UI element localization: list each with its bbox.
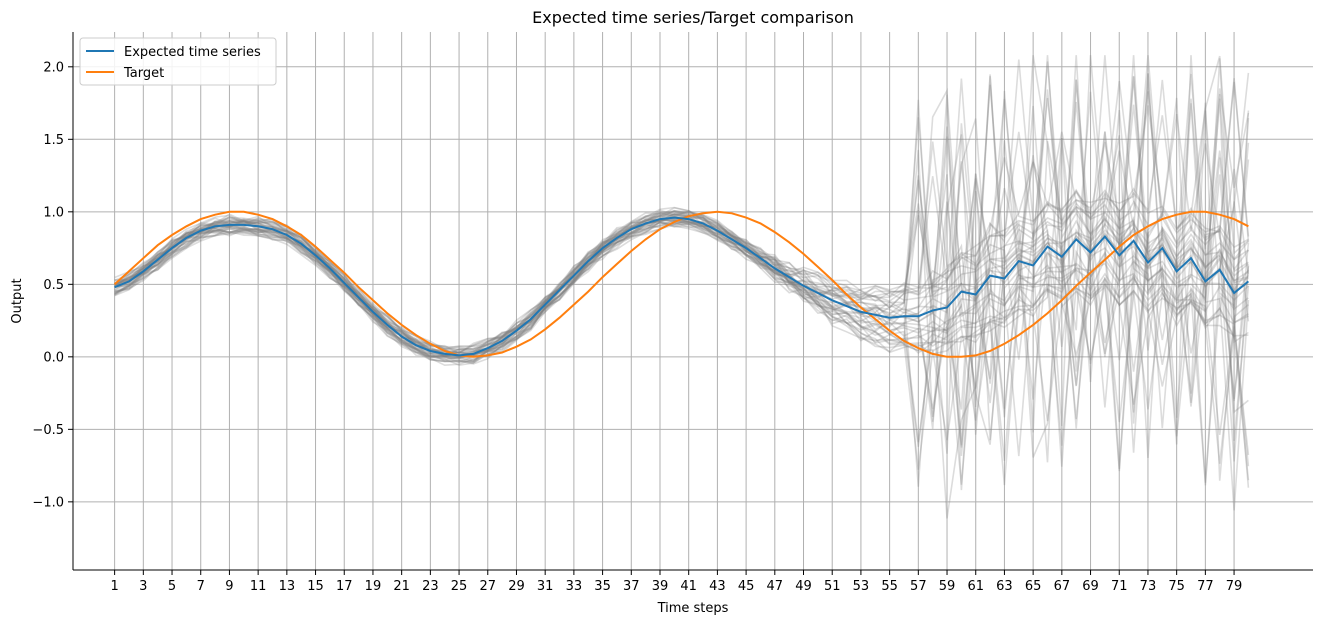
expected-series-line [114,216,1250,357]
sample-line [114,55,1249,486]
x-tick-label: 61 [967,579,984,594]
sample-line [114,55,1250,467]
x-tick-label: 45 [738,579,755,594]
x-tick-label: 53 [853,579,870,594]
x-tick-label: 51 [824,579,841,594]
x-axis-label: Time steps [657,601,729,616]
x-tick-label: 5 [168,579,176,594]
sample-line [114,103,1250,446]
x-tick-label: 17 [336,579,353,594]
axes [72,32,1313,571]
y-tick-label: −1.0 [32,495,64,510]
y-tick-label: 1.5 [43,133,64,148]
sample-line [114,115,1250,402]
x-tick-label: 39 [652,579,669,594]
x-tick-label: 31 [537,579,554,594]
y-axis-label: Output [10,278,25,323]
x-tick-label: 73 [1140,579,1157,594]
sample-line [114,55,1250,463]
sample-line [114,99,1250,363]
grid-layer [73,32,1313,570]
x-tick-label: 25 [451,579,468,594]
legend-box [79,37,277,86]
x-tick-label: 27 [479,579,496,594]
x-tick-label: 63 [996,579,1013,594]
x-tick-label: 49 [795,579,812,594]
sample-line [114,55,1250,485]
sample-line [114,113,1249,453]
x-ticks: 1 3 5 7 9 11 13 15 17 19 21 23 25 27 29 31 33 35 37 39 41 43 4… [110,570,1242,594]
x-tick-label: 57 [910,579,927,594]
sample-line [114,58,1249,472]
y-tick-label: 1.0 [43,205,64,220]
y-ticks: −1.0 −0.5 0.0 0.5 1.0 1.5 2.0 [32,60,73,510]
sample-line [114,73,1249,441]
legend-label-target: Target [123,66,164,81]
x-tick-label: 59 [939,579,956,594]
x-tick-label: 67 [1054,579,1071,594]
sample-line [114,157,1250,488]
legend: Expected time series Target [79,37,277,86]
sample-line [114,73,1250,446]
x-tick-label: 19 [365,579,382,594]
x-tick-label: 21 [393,579,410,594]
x-tick-label: 11 [250,579,267,594]
x-tick-label: 1 [110,579,118,594]
sample-line [114,87,1249,456]
sample-line [114,131,1250,481]
y-tick-label: 2.0 [43,60,64,75]
x-tick-label: 69 [1082,579,1099,594]
x-tick-label: 65 [1025,579,1042,594]
sample-lines [114,55,1250,519]
sample-line [114,117,1250,462]
y-tick-label: 0.0 [43,350,64,365]
x-tick-label: 43 [709,579,726,594]
chart-title: Expected time series/Target comparison [532,8,854,27]
x-tick-label: 71 [1111,579,1128,594]
sample-line [114,55,1250,511]
x-tick-label: 35 [594,579,611,594]
x-tick-label: 15 [307,579,324,594]
x-tick-label: 55 [881,579,898,594]
x-tick-label: 79 [1226,579,1243,594]
sample-line [114,79,1250,350]
sample-line [114,91,1249,470]
x-tick-label: 23 [422,579,439,594]
sample-line [114,91,1250,491]
y-tick-label: −0.5 [32,423,64,438]
x-tick-label: 9 [225,579,233,594]
x-tick-label: 13 [279,579,296,594]
sample-line [114,78,1250,413]
x-tick-label: 75 [1168,579,1185,594]
y-tick-label: 0.5 [43,278,64,293]
x-tick-label: 47 [767,579,784,594]
sample-line [114,78,1249,384]
legend-label-expected: Expected time series [124,45,261,60]
x-tick-label: 41 [680,579,697,594]
x-tick-label: 37 [623,579,640,594]
x-tick-label: 77 [1197,579,1214,594]
x-tick-label: 7 [197,579,205,594]
x-tick-label: 33 [566,579,583,594]
x-tick-label: 3 [139,579,147,594]
sample-line [114,190,1250,456]
series-lines [113,210,1250,358]
sample-line [114,61,1249,353]
sample-line [114,118,1250,464]
x-tick-label: 29 [508,579,525,594]
sample-line [114,143,1250,355]
